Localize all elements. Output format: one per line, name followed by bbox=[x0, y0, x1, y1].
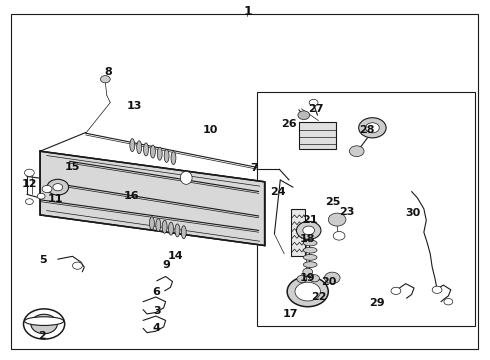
Text: 14: 14 bbox=[168, 251, 183, 261]
Text: 24: 24 bbox=[270, 186, 286, 197]
Polygon shape bbox=[40, 151, 265, 246]
Ellipse shape bbox=[24, 317, 64, 325]
Text: 22: 22 bbox=[311, 292, 326, 302]
Circle shape bbox=[391, 287, 401, 294]
Text: 28: 28 bbox=[359, 125, 374, 135]
Text: 25: 25 bbox=[325, 197, 341, 207]
Ellipse shape bbox=[180, 171, 192, 184]
Circle shape bbox=[444, 298, 453, 305]
Polygon shape bbox=[40, 151, 265, 246]
Bar bbox=[291, 209, 305, 256]
Text: 17: 17 bbox=[282, 309, 298, 319]
Circle shape bbox=[297, 275, 307, 283]
Circle shape bbox=[333, 231, 345, 240]
Bar bbox=[299, 122, 336, 149]
Text: 26: 26 bbox=[281, 119, 297, 129]
Ellipse shape bbox=[171, 152, 176, 165]
Text: 11: 11 bbox=[48, 194, 63, 204]
Text: 2: 2 bbox=[38, 330, 46, 341]
Text: 3: 3 bbox=[153, 306, 161, 316]
Text: 8: 8 bbox=[104, 67, 112, 77]
Ellipse shape bbox=[164, 149, 169, 162]
Circle shape bbox=[296, 221, 321, 239]
Circle shape bbox=[303, 226, 315, 235]
Text: 4: 4 bbox=[153, 323, 161, 333]
Circle shape bbox=[349, 146, 364, 157]
Ellipse shape bbox=[303, 255, 317, 260]
Text: 6: 6 bbox=[152, 287, 160, 297]
Ellipse shape bbox=[162, 220, 167, 233]
Text: 13: 13 bbox=[127, 101, 143, 111]
Text: 15: 15 bbox=[65, 162, 80, 172]
Circle shape bbox=[24, 169, 34, 176]
Text: 27: 27 bbox=[308, 104, 324, 114]
Ellipse shape bbox=[149, 217, 154, 230]
Circle shape bbox=[53, 184, 63, 191]
Circle shape bbox=[324, 272, 340, 284]
Circle shape bbox=[287, 276, 328, 307]
Ellipse shape bbox=[169, 222, 173, 235]
Circle shape bbox=[100, 76, 110, 83]
Text: 7: 7 bbox=[250, 163, 258, 173]
Circle shape bbox=[24, 309, 65, 339]
Ellipse shape bbox=[137, 141, 142, 154]
Circle shape bbox=[359, 118, 386, 138]
Circle shape bbox=[25, 199, 33, 204]
Text: 21: 21 bbox=[302, 215, 318, 225]
Text: 9: 9 bbox=[163, 260, 171, 270]
Ellipse shape bbox=[175, 224, 180, 237]
Ellipse shape bbox=[303, 262, 317, 267]
Text: 16: 16 bbox=[123, 191, 139, 201]
Text: 5: 5 bbox=[39, 255, 47, 265]
Text: 10: 10 bbox=[203, 125, 219, 135]
Ellipse shape bbox=[130, 139, 135, 152]
Circle shape bbox=[310, 275, 319, 282]
Ellipse shape bbox=[157, 147, 162, 160]
Circle shape bbox=[328, 213, 346, 226]
Ellipse shape bbox=[156, 219, 161, 231]
Circle shape bbox=[73, 262, 82, 269]
Text: 19: 19 bbox=[300, 273, 316, 283]
Ellipse shape bbox=[303, 240, 317, 246]
Text: 23: 23 bbox=[339, 207, 355, 217]
Circle shape bbox=[366, 123, 379, 133]
Ellipse shape bbox=[150, 145, 155, 158]
Ellipse shape bbox=[303, 247, 317, 253]
Text: 18: 18 bbox=[300, 234, 316, 244]
Text: 12: 12 bbox=[22, 179, 37, 189]
Text: 1: 1 bbox=[243, 5, 252, 18]
Ellipse shape bbox=[181, 226, 186, 239]
Text: 30: 30 bbox=[405, 208, 420, 218]
Circle shape bbox=[432, 286, 442, 293]
Circle shape bbox=[37, 193, 45, 199]
Circle shape bbox=[298, 111, 310, 120]
Text: 20: 20 bbox=[321, 276, 337, 287]
Circle shape bbox=[42, 185, 52, 193]
Ellipse shape bbox=[144, 143, 148, 156]
Circle shape bbox=[309, 99, 318, 106]
Circle shape bbox=[303, 268, 313, 275]
Circle shape bbox=[31, 314, 57, 334]
Circle shape bbox=[47, 179, 69, 195]
Circle shape bbox=[295, 282, 320, 301]
Text: 29: 29 bbox=[369, 298, 385, 308]
Bar bbox=[257, 92, 475, 326]
